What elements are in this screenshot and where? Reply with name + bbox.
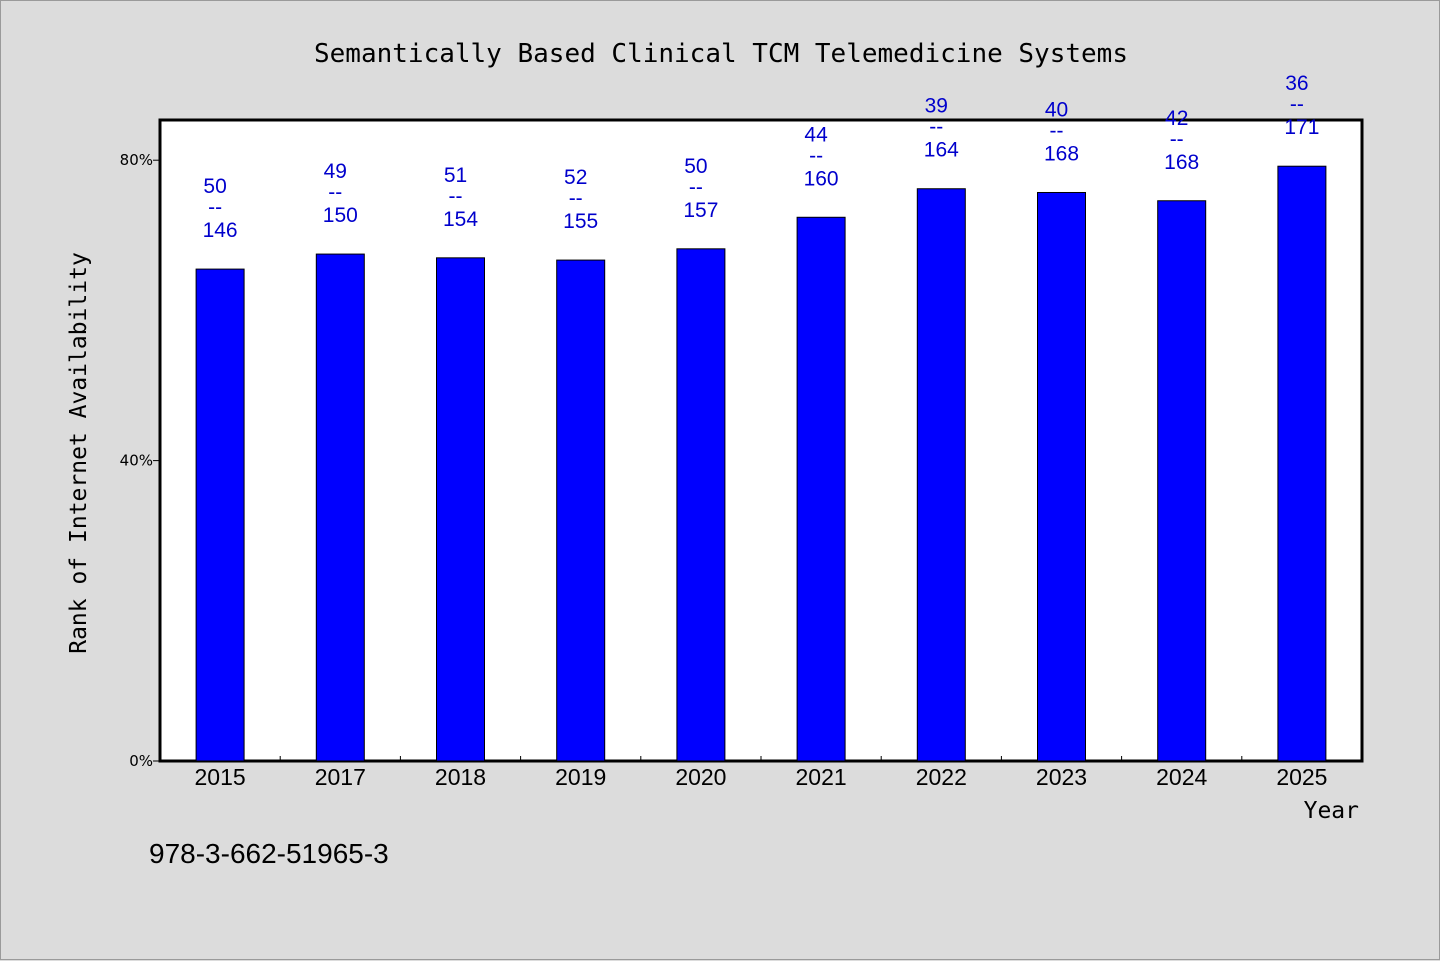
x-axis-label: Year <box>1304 798 1359 824</box>
rank-label: 50 <box>684 155 707 178</box>
bar <box>1157 200 1207 762</box>
separator-label: -- <box>929 116 943 139</box>
data-labels: 50--14649--15051--15452--15550--15744--1… <box>203 72 1320 242</box>
bar <box>315 253 365 762</box>
x-tick-label: 2023 <box>1036 764 1087 790</box>
separator-label: -- <box>1170 128 1184 151</box>
total-label: 160 <box>804 167 839 190</box>
rank-label: 52 <box>564 166 587 189</box>
isbn-text: 978-3-662-51965-3 <box>149 838 389 869</box>
chart-title: Semantically Based Clinical TCM Telemedi… <box>314 39 1128 69</box>
rank-label: 44 <box>804 123 828 146</box>
bar <box>556 259 606 762</box>
rank-label: 50 <box>203 175 226 198</box>
rank-label: 39 <box>925 95 948 118</box>
x-tick-label: 2017 <box>315 764 366 790</box>
y-tick-label: 0% <box>129 752 153 770</box>
separator-label: -- <box>569 187 583 210</box>
separator-label: -- <box>1050 119 1064 142</box>
total-label: 150 <box>323 204 358 227</box>
rank-label: 51 <box>444 164 467 187</box>
separator-label: -- <box>1290 93 1304 116</box>
bar <box>676 248 726 762</box>
y-axis-label: Rank of Internet Availability <box>66 252 92 654</box>
total-label: 168 <box>1044 142 1079 165</box>
bar <box>916 188 966 762</box>
total-label: 155 <box>563 210 598 233</box>
y-tick-label: 80% <box>120 151 153 169</box>
total-label: 168 <box>1164 151 1199 174</box>
x-tick-label: 2018 <box>435 764 486 790</box>
x-tick-label: 2020 <box>675 764 726 790</box>
x-axis: 2015 2017 2018 2019 2020 2021 2022 2023 2024 2025 <box>195 756 1327 790</box>
rank-label: 42 <box>1165 107 1188 130</box>
x-tick-label: 2024 <box>1156 764 1207 790</box>
bar <box>1037 191 1086 762</box>
bar <box>195 268 245 762</box>
total-label: 157 <box>683 199 718 222</box>
rank-label: 40 <box>1045 98 1068 121</box>
separator-label: -- <box>208 196 222 219</box>
separator-label: -- <box>809 144 823 167</box>
x-tick-label: 2021 <box>796 764 847 790</box>
rank-label: 36 <box>1285 72 1308 95</box>
y-axis: 0% 40% 80% <box>120 151 160 770</box>
x-tick-label: 2019 <box>555 764 606 790</box>
separator-label: -- <box>449 185 463 208</box>
bars <box>195 165 1327 762</box>
bar <box>436 257 485 762</box>
separator-label: -- <box>328 181 342 204</box>
total-label: 164 <box>924 139 959 162</box>
total-label: 171 <box>1284 116 1319 139</box>
x-tick-label: 2025 <box>1276 764 1327 790</box>
x-tick-label: 2015 <box>195 764 246 790</box>
bar <box>796 216 846 762</box>
separator-label: -- <box>689 176 703 199</box>
x-tick-label: 2022 <box>916 764 967 790</box>
rank-label: 49 <box>324 160 347 183</box>
y-tick-label: 40% <box>120 452 153 470</box>
total-label: 154 <box>443 208 478 231</box>
bar <box>1277 165 1327 762</box>
total-label: 146 <box>203 219 238 242</box>
